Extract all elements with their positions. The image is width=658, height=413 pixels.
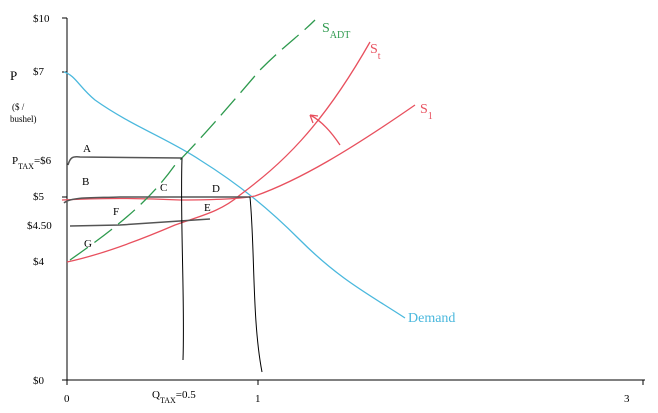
area-label: B — [82, 176, 89, 188]
x-label: 1 — [255, 393, 261, 405]
label-part: S — [420, 102, 428, 117]
demand-curve — [63, 71, 406, 319]
area-label: D — [212, 183, 220, 195]
ptax-line — [67, 156, 183, 166]
y-label: $7 — [33, 66, 45, 78]
st-curve — [66, 41, 371, 263]
y-unit: bushel) — [10, 114, 37, 124]
x-label: 3 — [624, 393, 630, 405]
label-part: TAX — [160, 396, 176, 405]
p5-line — [63, 196, 250, 204]
area-label: F — [113, 206, 119, 218]
q-tax-label: QTAX=0.5 — [152, 389, 196, 405]
label-part: t — [378, 51, 381, 62]
sadt-label: SADT — [322, 21, 350, 41]
x-label: 0 — [64, 393, 70, 405]
label-part: =$6 — [34, 155, 52, 167]
q1-line — [249, 196, 263, 373]
label-part: ADT — [330, 30, 351, 41]
y-unit: ($ / — [12, 102, 25, 112]
shift-arrow — [309, 114, 341, 146]
y-title: P — [10, 68, 17, 83]
y-label: $4.50 — [27, 220, 52, 232]
demand-label: Demand — [408, 311, 455, 326]
y-label: $10 — [33, 13, 50, 25]
label-part: S — [322, 21, 330, 36]
area-label: A — [83, 143, 91, 155]
y-label: $5 — [33, 191, 45, 203]
label-part: 1 — [428, 111, 433, 122]
sadt-curve — [69, 19, 316, 261]
label-part: Q — [152, 389, 160, 401]
y-label: $0 — [33, 375, 45, 387]
ticks — [62, 17, 644, 385]
y-label: $4 — [33, 256, 45, 268]
label-part: S — [370, 42, 378, 57]
p-tax-label: PTAX=$6 — [12, 155, 52, 171]
area-label: E — [204, 202, 211, 214]
area-label: C — [160, 182, 167, 194]
area-label: G — [84, 238, 92, 250]
s1-label: S1 — [420, 102, 433, 122]
qtax-line — [181, 157, 184, 361]
label-part: P — [12, 155, 18, 167]
p450-line — [69, 218, 211, 227]
st-label: St — [370, 42, 381, 62]
label-part: TAX — [18, 162, 34, 171]
label-part: =0.5 — [176, 389, 196, 401]
